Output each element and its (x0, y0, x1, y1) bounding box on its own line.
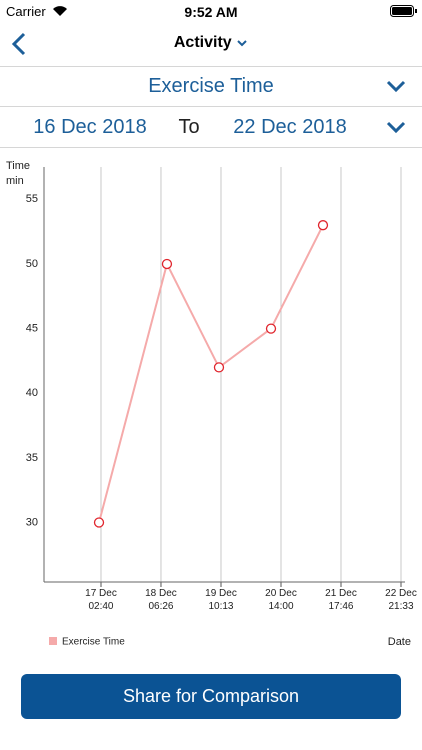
y-tick-label: 50 (26, 258, 38, 270)
nav-title[interactable]: Activity (0, 34, 422, 52)
y-tick-label: 40 (26, 387, 38, 399)
legend-label: Exercise Time (62, 637, 125, 648)
x-tick-label: 18 Dec 06:26 (145, 588, 177, 612)
nav-title-text: Activity (173, 34, 232, 51)
x-tick-label: 19 Dec 10:13 (205, 588, 237, 612)
x-tick-label: 21 Dec 17:46 (325, 588, 357, 612)
series-line (98, 224, 324, 523)
y-tick-label: 35 (26, 452, 38, 464)
chevron-down[interactable] (385, 119, 407, 135)
share-button[interactable]: Share for Comparison (21, 674, 401, 719)
y-tick-label: 55 (26, 193, 38, 205)
start-date[interactable]: 16 Dec 2018 (33, 116, 147, 138)
x-tick-label: 20 Dec 14:00 (265, 588, 297, 612)
clock: 9:52 AM (184, 4, 238, 20)
end-date[interactable]: 22 Dec 2018 (233, 116, 347, 138)
data-point (213, 362, 225, 373)
y-tick-label: 30 (26, 516, 38, 528)
wifi-icon (53, 6, 67, 16)
metric-selector[interactable]: Exercise Time (148, 75, 274, 97)
data-point (161, 258, 173, 270)
x-tick-label: 22 Dec 21:33 (385, 588, 417, 612)
range-separator: To (178, 116, 200, 138)
data-point (93, 517, 105, 528)
data-point (317, 220, 329, 231)
y-axis-unit: min (6, 175, 24, 187)
back-button[interactable] (10, 32, 30, 56)
x-tick-label: 17 Dec 02:40 (85, 588, 117, 612)
y-tick-label: 45 (26, 323, 38, 335)
y-axis-label: Time (6, 160, 30, 172)
chart: Time min Date 30 35 40 45 50 55 Exercise Time (6, 160, 411, 648)
dropdown-icon (237, 40, 247, 47)
legend-swatch (49, 637, 57, 645)
data-point (265, 323, 277, 334)
battery-icon (390, 5, 417, 17)
x-axis-label: Date (388, 636, 411, 648)
carrier: Carrier (6, 4, 46, 19)
chevron-down[interactable] (385, 78, 407, 94)
